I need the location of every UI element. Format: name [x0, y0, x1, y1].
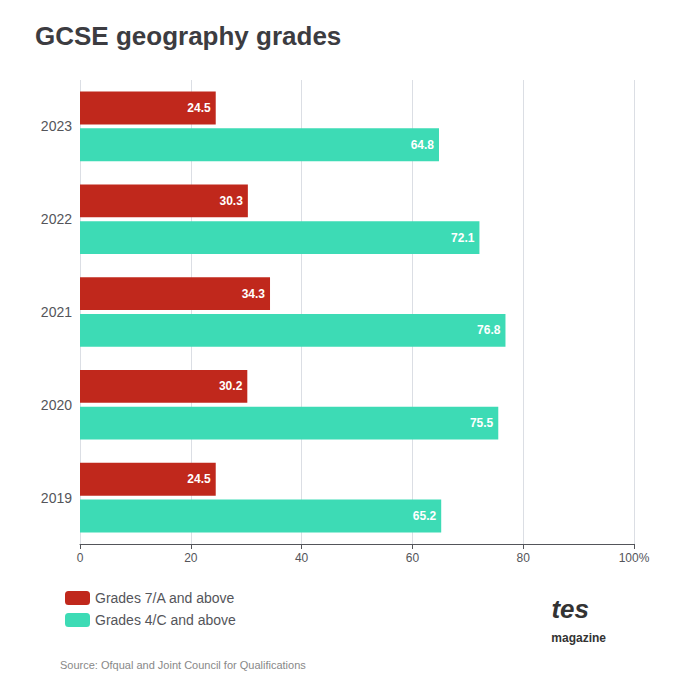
svg-text:2022: 2022	[41, 211, 72, 227]
svg-text:Grades 4/C and above: Grades 4/C and above	[95, 612, 236, 628]
svg-text:tes: tes	[551, 594, 589, 624]
svg-text:2021: 2021	[41, 304, 72, 320]
svg-text:72.1: 72.1	[451, 231, 475, 245]
svg-text:34.3: 34.3	[242, 287, 266, 301]
svg-text:magazine: magazine	[551, 631, 606, 645]
svg-text:30.3: 30.3	[220, 194, 244, 208]
svg-text:2020: 2020	[41, 397, 72, 413]
svg-text:20: 20	[184, 551, 198, 565]
svg-text:24.5: 24.5	[187, 472, 211, 486]
svg-text:64.8: 64.8	[411, 138, 435, 152]
svg-text:65.2: 65.2	[413, 509, 437, 523]
svg-text:0: 0	[77, 551, 84, 565]
svg-text:80: 80	[517, 551, 531, 565]
svg-text:75.5: 75.5	[470, 416, 494, 430]
svg-text:76.8: 76.8	[477, 323, 501, 337]
svg-text:GCSE geography grades: GCSE geography grades	[35, 21, 341, 51]
svg-text:24.5: 24.5	[187, 101, 211, 115]
svg-text:2023: 2023	[41, 118, 72, 134]
svg-text:40: 40	[295, 551, 309, 565]
svg-text:2019: 2019	[41, 490, 72, 506]
svg-text:Source: Ofqual and Joint Counc: Source: Ofqual and Joint Council for Qua…	[60, 659, 306, 671]
svg-text:100%: 100%	[619, 551, 650, 565]
svg-text:30.2: 30.2	[219, 379, 243, 393]
svg-text:60: 60	[406, 551, 420, 565]
svg-text:Grades 7/A and above: Grades 7/A and above	[95, 590, 235, 606]
